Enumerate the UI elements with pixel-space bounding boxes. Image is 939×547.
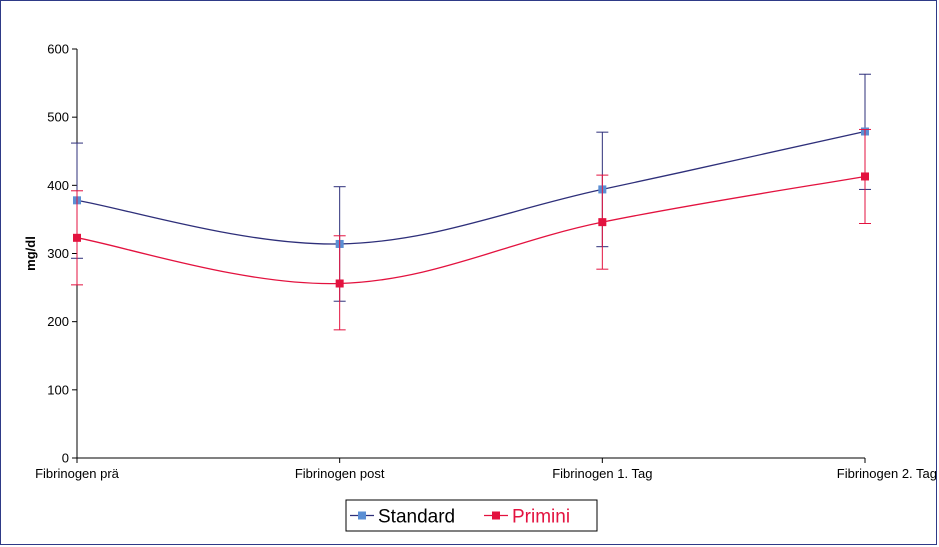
y-tick-label: 0 <box>62 451 69 466</box>
legend-label: Standard <box>378 507 455 528</box>
y-tick-label: 200 <box>47 314 69 329</box>
series-layer <box>71 73 871 331</box>
data-point <box>861 172 869 181</box>
legend: Standard Primini <box>345 499 598 532</box>
series-standard <box>71 73 871 302</box>
x-tick-label: Fibrinogen 2. Tag <box>837 466 937 481</box>
y-tick-label: 400 <box>47 178 69 193</box>
y-ticks: 0 100 200 300 400 500 600 <box>47 42 77 466</box>
series-line <box>76 175 866 285</box>
x-ticks: Fibrinogen prä Fibrinogen post Fibrinogen … <box>35 458 937 481</box>
legend-box <box>345 499 598 532</box>
y-axis-title: mg/dl <box>23 236 38 271</box>
legend-label: Primini <box>512 507 570 528</box>
x-tick-label: Fibrinogen post <box>295 466 385 481</box>
axes <box>76 49 865 459</box>
y-tick-label: 300 <box>47 246 69 261</box>
data-point <box>73 233 81 242</box>
y-tick-label: 600 <box>47 42 69 57</box>
legend-marker <box>492 511 500 520</box>
data-point <box>335 279 344 288</box>
x-tick-label: Fibrinogen prä <box>35 466 120 481</box>
legend-marker <box>358 511 366 520</box>
y-tick-label: 100 <box>47 382 69 397</box>
y-tick-label: 500 <box>47 110 69 125</box>
data-point <box>598 218 607 227</box>
x-tick-label: Fibrinogen 1. Tag <box>552 466 652 481</box>
series-primini <box>71 128 871 331</box>
series-line <box>76 130 866 245</box>
